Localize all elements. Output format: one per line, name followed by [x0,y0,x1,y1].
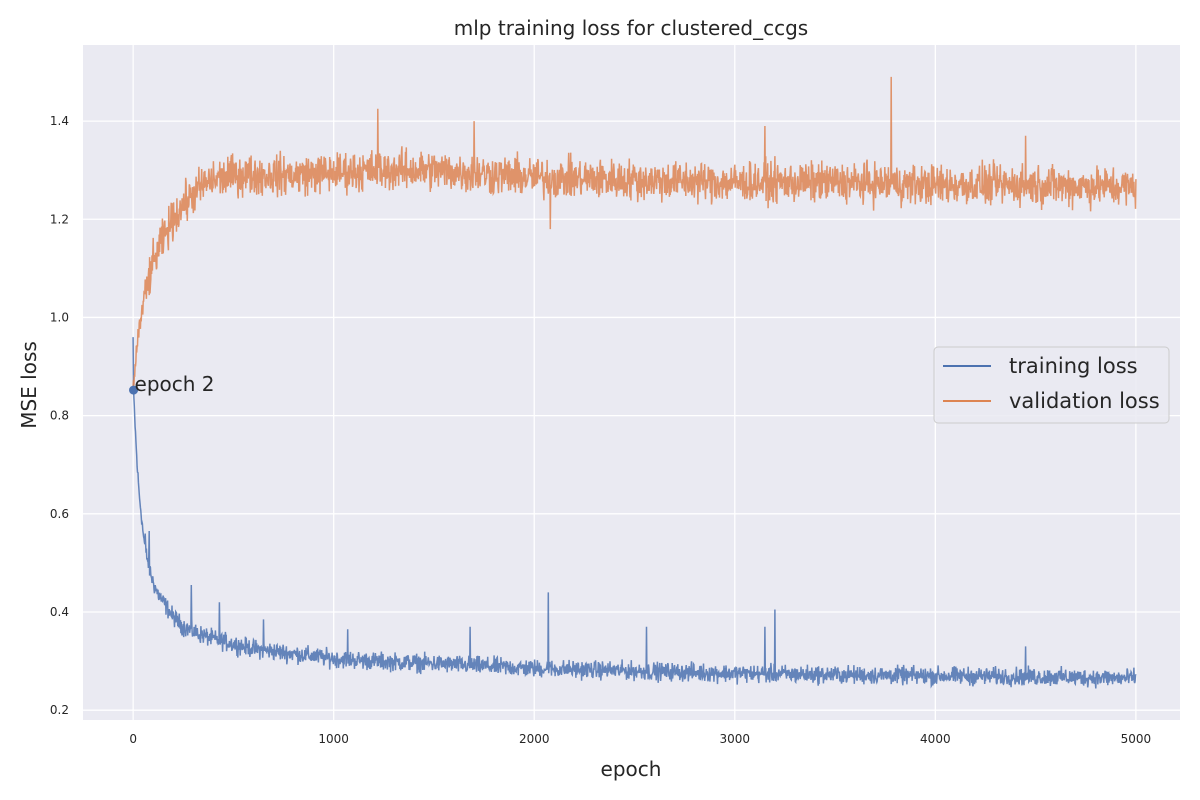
y-tick-label: 1.4 [50,114,69,128]
legend-label-training: training loss [1009,354,1138,378]
chart-title: mlp training loss for clustered_ccgs [454,16,808,40]
x-tick-label: 0 [129,732,137,746]
series-line-training [132,337,1137,689]
y-tick-label: 0.8 [50,409,69,423]
legend-box [933,346,1170,424]
y-tick-label: 0.2 [50,703,69,717]
y-tick-label: 0.6 [50,507,69,521]
annotation-label: epoch 2 [135,372,215,396]
x-tick-label: 4000 [920,732,951,746]
y-tick-label: 0.4 [50,605,69,619]
x-tick-label: 5000 [1121,732,1152,746]
x-tick-label: 2000 [519,732,550,746]
series-layer [132,76,1137,689]
legend-label-validation: validation loss [1009,389,1160,413]
series-line-validation [132,76,1137,387]
annotation-marker [129,385,139,395]
x-tick-labels: 0 1000 2000 3000 4000 5000 [129,732,1151,746]
legend: training loss validation loss [933,346,1170,424]
y-tick-label: 1.2 [50,212,69,226]
y-tick-labels: 0.2 0.4 0.6 0.8 1.0 1.2 1.4 [50,114,69,717]
y-tick-label: 1.0 [50,310,69,324]
x-tick-label: 1000 [318,732,349,746]
annotation-layer: epoch 2 [129,372,215,396]
x-tick-label: 3000 [720,732,751,746]
y-axis-label: MSE loss [17,341,41,429]
x-axis-label: epoch [601,757,662,781]
